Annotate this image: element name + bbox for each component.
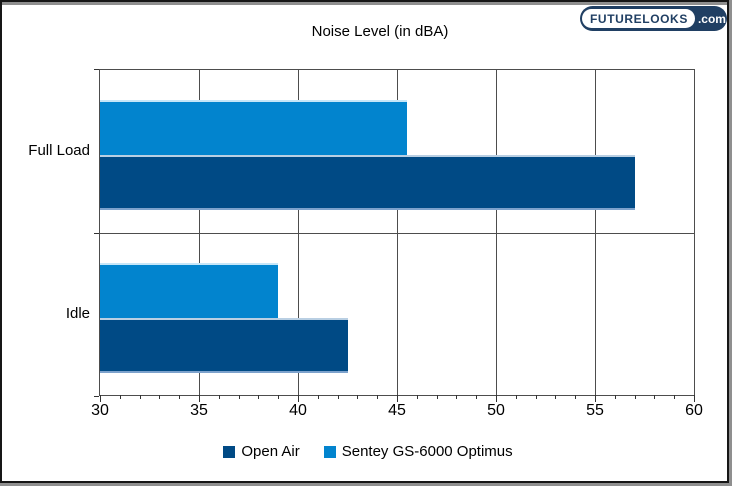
bar-sentey-gs-6000-optimus-idle [100,262,279,318]
x-axis-minor-tick [634,395,636,399]
y-axis-ticks [94,69,99,397]
bar-open-air-idle [100,317,348,373]
category-label: Full Load [28,141,90,159]
x-axis-minor-tick [238,395,240,399]
x-axis-major-tick [496,395,497,402]
legend: Open Air Sentey GS-6000 Optimus [2,443,732,460]
y-axis-tick [94,69,99,70]
legend-item: Sentey GS-6000 Optimus [323,443,513,460]
legend-swatch [223,445,236,458]
bar-open-air-full-load [100,155,635,210]
x-axis-major-tick [298,395,299,402]
x-axis-minor-tick [456,395,458,399]
x-axis-tick-label: 30 [91,402,109,419]
x-axis-minor-tick [337,395,339,399]
x-axis-major-tick [397,395,398,402]
y-axis-tick [94,233,99,234]
x-axis-major-tick [100,395,101,402]
x-axis-minor-tick [357,395,359,399]
category-gridline [100,232,694,234]
x-axis-minor-tick [278,395,280,399]
x-axis-minor-tick [119,395,121,399]
futurelooks-logo-com: .com [697,11,726,26]
x-axis-minor-tick [377,395,379,399]
x-axis-tick-label: 35 [190,402,208,419]
x-axis-minor-tick [575,395,577,399]
x-axis-minor-tick [654,395,656,399]
x-axis-labels: 30 35 40 45 50 55 60 [91,402,703,422]
x-axis-minor-tick [555,395,557,399]
x-axis-major-tick [595,395,596,402]
x-axis-tick-label: 60 [685,402,703,419]
x-axis-tick-label: 40 [289,402,307,419]
futurelooks-logo: FUTURELOOKS .com [580,6,727,31]
bar-sentey-gs-6000-optimus-full-load [100,100,407,155]
x-axis-minor-tick [436,395,438,399]
x-axis-minor-tick [674,395,676,399]
x-axis-minor-tick [218,395,220,399]
legend-label: Open Air [241,443,300,460]
x-axis-ticks [99,395,696,405]
x-axis-major-tick [199,395,200,402]
legend-label: Sentey GS-6000 Optimus [341,443,513,460]
y-axis-category-labels: Full Load Idle [2,69,90,396]
plot-area [99,69,695,396]
x-axis-tick-label: 45 [388,402,406,419]
category-label: Idle [65,305,90,323]
legend-swatch [323,445,336,458]
chart-title: Noise Level (in dBA) [311,23,449,40]
x-axis-tick-label: 55 [586,402,604,419]
x-axis-minor-tick [258,395,260,399]
x-axis-major-tick [694,395,695,402]
y-axis-tick [94,396,99,397]
x-axis-minor-tick [159,395,161,399]
x-axis-minor-tick [139,395,141,399]
category-band-idle [100,233,694,396]
x-axis-minor-tick [476,395,478,399]
x-axis-minor-tick [614,395,616,399]
futurelooks-logo-pill: FUTURELOOKS [582,9,695,28]
x-axis-minor-tick [515,395,517,399]
x-axis-tick-label: 50 [487,402,505,419]
x-axis-minor-tick [179,395,181,399]
futurelooks-logo-text: FUTURELOOKS [590,11,688,26]
category-band-full-load [100,70,694,233]
legend-item: Open Air [223,443,300,460]
x-axis-minor-tick [317,395,319,399]
x-axis-minor-tick [535,395,537,399]
x-axis-minor-tick [416,395,418,399]
